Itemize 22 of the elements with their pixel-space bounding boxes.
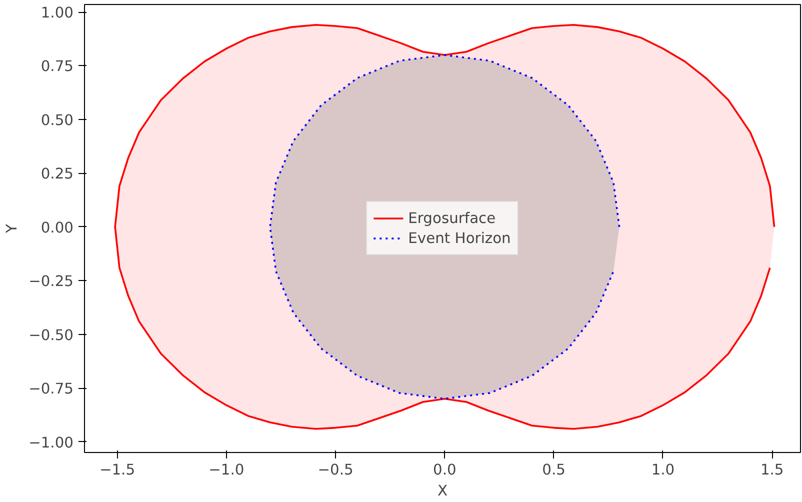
legend-label: Ergosurface	[408, 210, 496, 226]
line-series	[114, 24, 776, 430]
line-series	[269, 54, 620, 400]
y-axis-title: Y	[4, 224, 21, 234]
y-tick-label: −1.00	[28, 434, 74, 452]
y-tick-label: 0.75	[40, 58, 74, 76]
y-tick-label: 0.50	[40, 112, 74, 129]
y-tick-label: −0.25	[28, 273, 74, 290]
x-tick-label: −1.0	[208, 462, 244, 478]
x-tick-label: 0.5	[542, 462, 566, 478]
y-tick-label: 0.25	[40, 166, 74, 183]
y-tick-label: 0.00	[40, 219, 74, 236]
x-tick-label: −1.5	[99, 462, 136, 478]
y-tick-label: −0.50	[28, 326, 74, 344]
legend-label: Event Horizon	[408, 230, 511, 246]
x-tick-label: 1.5	[760, 462, 784, 478]
x-tick-label: 1.0	[651, 462, 675, 478]
x-tick-label: 0.0	[433, 462, 456, 478]
y-tick-label: −0.75	[28, 380, 74, 398]
x-tick-label: −0.5	[318, 462, 354, 478]
x-axis-title: X	[437, 482, 448, 500]
y-tick-label: 1.00	[40, 4, 74, 22]
